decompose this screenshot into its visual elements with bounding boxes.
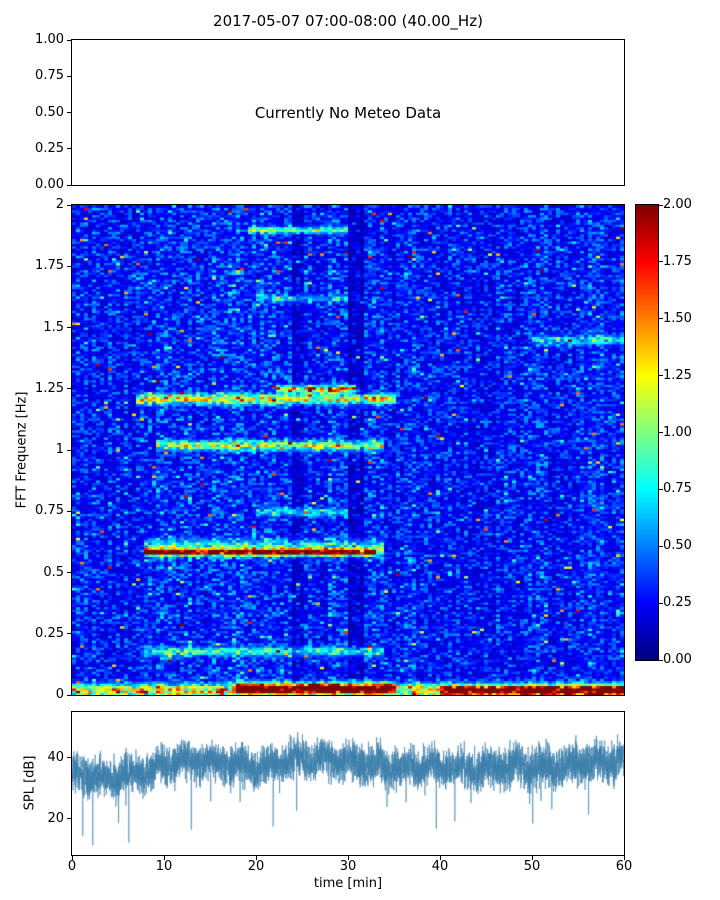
colorbar-tick: 1.75	[663, 254, 692, 269]
tick-mark	[67, 184, 71, 186]
tick-mark	[659, 545, 663, 547]
tick-mark	[255, 856, 257, 860]
tick-mark	[67, 757, 71, 759]
tick-mark	[659, 602, 663, 604]
meteo-ytick: 0.75	[35, 68, 64, 83]
tick-mark	[659, 204, 663, 206]
tick-mark	[623, 856, 625, 860]
tick-mark	[71, 856, 73, 860]
tick-mark	[439, 856, 441, 860]
meteo-ytick: 1.00	[35, 32, 64, 47]
tick-mark	[67, 694, 71, 696]
spectrogram-panel-frame	[71, 204, 625, 696]
tick-mark	[67, 572, 71, 573]
spectrogram-ytick: 1.25	[35, 381, 64, 396]
tick-mark	[659, 318, 663, 320]
spectrogram-ytick: 1.5	[43, 320, 64, 335]
tick-mark	[67, 449, 71, 451]
meteo-ytick: 0.25	[35, 141, 64, 156]
colorbar-tick: 2.00	[663, 197, 692, 212]
spectrogram-ytick: 0	[55, 687, 64, 702]
colorbar-tick: 0.75	[663, 481, 692, 496]
spectrogram-ytick: 0.5	[43, 565, 64, 580]
tick-mark	[67, 388, 71, 390]
spl-xtick: 60	[615, 859, 633, 874]
tick-mark	[67, 75, 71, 77]
figure-title: 2017-05-07 07:00-08:00 (40.00_Hz)	[213, 12, 483, 30]
spectrogram-ytick: 0.25	[35, 626, 64, 641]
tick-mark	[67, 148, 71, 150]
tick-mark	[531, 856, 533, 860]
spl-xtick: 0	[67, 859, 77, 874]
spl-xtick: 10	[155, 859, 173, 874]
no-meteo-data-text: Currently No Meteo Data	[254, 104, 442, 122]
spl-ytick: 20	[47, 811, 64, 826]
meteo-ytick: 0.00	[35, 177, 64, 192]
colorbar-tick: 0.00	[663, 652, 692, 667]
spl-xtick: 20	[247, 859, 265, 874]
colorbar-tick: 1.00	[663, 425, 692, 440]
tick-mark	[67, 204, 71, 206]
spl-xtick: 40	[431, 859, 449, 874]
tick-mark	[347, 856, 349, 860]
tick-mark	[67, 39, 71, 41]
tick-mark	[67, 510, 71, 512]
spectrogram-ytick: 1	[55, 442, 64, 457]
meteo-panel-frame	[71, 39, 625, 186]
tick-mark	[67, 818, 71, 819]
spectrogram-image	[72, 205, 624, 695]
meteo-ytick: 0.50	[35, 105, 64, 120]
colorbar-tick: 0.50	[663, 538, 692, 553]
tick-mark	[659, 488, 663, 490]
spl-ytick: 40	[47, 750, 64, 765]
spl-xtick: 50	[523, 859, 541, 874]
colorbar-tick: 0.25	[663, 595, 692, 610]
tick-mark	[659, 432, 663, 433]
spl-line-plot	[72, 712, 624, 855]
tick-mark	[67, 112, 71, 113]
spl-panel-frame	[71, 711, 625, 856]
colorbar-tick: 1.25	[663, 368, 692, 383]
tick-mark	[659, 261, 663, 263]
tick-mark	[67, 327, 71, 328]
tick-mark	[659, 659, 663, 661]
colorbar-frame	[635, 204, 659, 661]
colorbar-gradient	[636, 205, 658, 660]
spectrogram-ytick: 0.75	[35, 503, 64, 518]
spl-xtick: 30	[339, 859, 357, 874]
tick-mark	[67, 265, 71, 267]
spl-xlabel: time [min]	[313, 876, 383, 891]
tick-mark	[659, 375, 663, 377]
tick-mark	[163, 856, 165, 860]
tick-mark	[67, 633, 71, 635]
colorbar-tick: 1.50	[663, 311, 692, 326]
spectrogram-ytick: 2	[55, 197, 64, 212]
spectrogram-ytick: 1.75	[35, 258, 64, 273]
